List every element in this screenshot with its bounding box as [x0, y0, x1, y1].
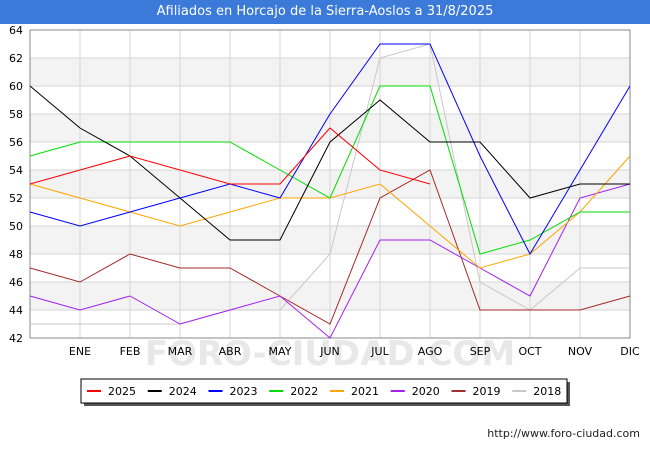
legend-label-2019: 2019 [473, 385, 501, 398]
series-line-2025 [29, 127, 431, 185]
legend-label-2018: 2018 [533, 385, 561, 398]
watermark: FORO-CIUDAD.COM [145, 334, 516, 374]
series-line-2019 [29, 169, 631, 325]
y-tick-label: 58 [9, 108, 23, 121]
legend-label-2020: 2020 [412, 385, 440, 398]
series-line-2022 [29, 85, 630, 255]
y-tick-label: 56 [9, 136, 23, 149]
y-tick-label: 60 [9, 80, 23, 93]
series-line-2020 [29, 183, 631, 339]
x-tick-label: AGO [418, 345, 443, 358]
x-tick-label: ABR [219, 345, 242, 358]
y-tick-label: 50 [9, 220, 23, 233]
x-tick-label: MAR [168, 345, 193, 358]
legend: 2025 2024 2023 2022 2021 2020 2019 2018 [80, 378, 570, 406]
series-lines [29, 43, 631, 339]
x-tick-label: ENE [69, 345, 91, 358]
x-tick-label: JUL [370, 345, 389, 358]
chart-title: Afiliados en Horcajo de la Sierra-Aoslos… [0, 0, 650, 24]
x-tick-label: FEB [120, 345, 141, 358]
x-tick-label: OCT [518, 345, 541, 358]
x-tick-label: NOV [568, 345, 593, 358]
y-tick-label: 44 [9, 304, 23, 317]
legend-label-2022: 2022 [290, 385, 318, 398]
legend-label-2025: 2025 [108, 385, 136, 398]
legend-label-2024: 2024 [169, 385, 197, 398]
legend-box [80, 378, 568, 404]
y-tick-label: 54 [9, 164, 23, 177]
x-tick-label: SEP [470, 345, 491, 358]
x-tick-label: MAY [269, 345, 292, 358]
y-axis-tick-labels: 42 44 46 48 50 52 54 56 58 60 62 64 [9, 24, 23, 345]
legend-label-2021: 2021 [351, 385, 379, 398]
series-line-2023 [29, 43, 631, 256]
y-tick-label: 64 [9, 24, 23, 37]
y-tick-label: 46 [9, 276, 23, 289]
legend-label-2023: 2023 [230, 385, 258, 398]
x-axis-tick-labels: ENE FEB MAR ABR MAY JUN JUL AGO SEP OCT NOV DIC [69, 345, 640, 358]
x-tick-label: DIC [620, 345, 640, 358]
source-url: http://www.foro-ciudad.com [487, 427, 640, 440]
y-tick-label: 62 [9, 52, 23, 65]
y-tick-label: 52 [9, 192, 23, 205]
x-tick-label: JUN [319, 345, 340, 358]
y-tick-label: 42 [9, 332, 23, 345]
y-tick-label: 48 [9, 248, 23, 261]
